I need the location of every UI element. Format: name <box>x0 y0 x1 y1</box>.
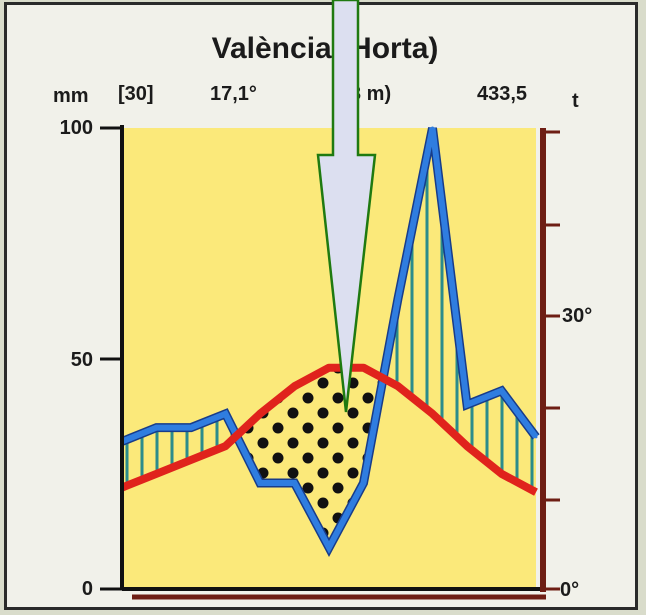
precipitation-point-3 <box>224 412 227 416</box>
annual-precipitation: 433,5 <box>477 83 527 105</box>
precipitation-point-7 <box>362 481 365 485</box>
humid-area-10-0 <box>467 390 502 474</box>
precipitation-point-9 <box>431 126 434 130</box>
unit-t: t <box>572 90 579 112</box>
left-tick-label-0: 0 <box>82 578 93 600</box>
humid-area-8-0 <box>398 128 433 414</box>
altitude: 3 m) <box>350 83 391 105</box>
unit-mm: mm <box>53 85 89 107</box>
mean-temperature: 17,1° <box>210 83 257 105</box>
precipitation-point-6 <box>327 546 331 549</box>
precipitation-point-5 <box>293 481 296 485</box>
precipitation-point-11 <box>500 389 503 393</box>
right-tick-label-30: 30° <box>562 305 592 327</box>
humid-area-11-0 <box>501 390 536 493</box>
precipitation-point-8 <box>396 297 400 301</box>
dry-area-6-0 <box>329 367 364 548</box>
dry-area-5-0 <box>294 367 329 548</box>
precipitation-point-12 <box>534 435 538 439</box>
years-count: [30] <box>118 83 154 105</box>
temperature-line <box>120 363 538 496</box>
left-tick-label-50: 50 <box>71 349 93 371</box>
right-tick-label-0: 0° <box>560 579 579 601</box>
precipitation-point-10 <box>465 403 469 407</box>
left-tick-0: 0 <box>82 578 122 600</box>
left-tick-100: 100 <box>60 117 122 139</box>
down-arrow-overlay <box>316 0 377 413</box>
left-tick-50: 50 <box>71 349 122 371</box>
precipitation-point-4 <box>258 481 262 485</box>
left-tick-label-100: 100 <box>60 117 93 139</box>
plot-lines <box>120 126 540 558</box>
chart-title: València (Horta) <box>212 32 439 65</box>
precipitation-point-2 <box>189 426 193 430</box>
precipitation-point-1 <box>155 426 158 430</box>
